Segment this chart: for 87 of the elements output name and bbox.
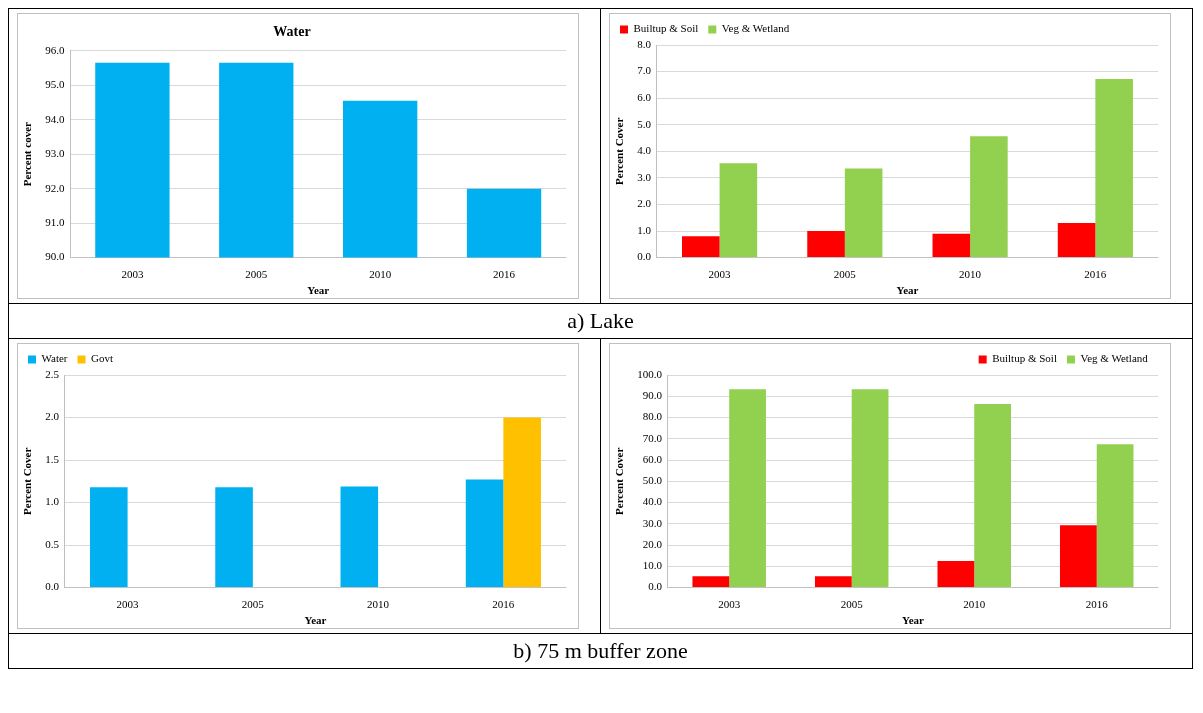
y-tick-label: 6.0 — [637, 91, 652, 104]
y-axis-title: Percent Cover — [613, 447, 626, 515]
x-axis-title: Year — [307, 284, 330, 297]
y-tick-label: 92.0 — [45, 181, 65, 194]
bar — [1059, 525, 1097, 588]
x-axis-title: Year — [304, 614, 327, 627]
bar — [90, 487, 128, 588]
y-tick-label: 2.0 — [45, 410, 60, 423]
x-tick-label: 2005 — [833, 268, 857, 281]
y-tick-label: 1.0 — [45, 495, 60, 508]
chart-title: Water — [273, 24, 311, 40]
y-tick-label: 7.0 — [637, 64, 652, 77]
bar — [974, 403, 1011, 588]
x-axis-title: Year — [896, 284, 919, 297]
y-tick-label: 8.0 — [637, 37, 652, 50]
x-tick-label: 2016 — [492, 598, 515, 611]
y-tick-label: 90.0 — [45, 250, 65, 263]
bar — [503, 417, 541, 588]
y-tick-label: 90.0 — [642, 389, 663, 402]
legend-label: Govt — [90, 352, 113, 365]
x-tick-label: 2016 — [1085, 598, 1109, 611]
text: a) Lake — [567, 308, 634, 333]
y-tick-label: 50.0 — [642, 474, 663, 487]
bar — [937, 561, 975, 588]
y-tick-label: 96.0 — [45, 43, 65, 56]
y-tick-label: 80.0 — [642, 410, 663, 423]
bar — [932, 233, 971, 258]
y-axis-title: Percent Cover — [613, 117, 626, 185]
bar — [970, 136, 1008, 258]
bar — [814, 576, 852, 588]
x-tick-label: 2016 — [493, 268, 516, 281]
y-tick-label: 4.0 — [637, 144, 652, 157]
y-tick-label: 70.0 — [642, 431, 663, 444]
bar — [682, 236, 720, 258]
bar — [844, 168, 883, 258]
y-tick-label: 0.0 — [648, 580, 663, 593]
y-tick-label: 1.0 — [637, 223, 652, 236]
bar — [719, 163, 758, 258]
y-tick-label: 5.0 — [637, 117, 652, 130]
y-tick-label: 2.0 — [637, 197, 652, 210]
y-tick-label: 93.0 — [45, 147, 65, 160]
legend-label: Builtup & Soil — [633, 22, 699, 35]
bar — [692, 576, 730, 588]
x-tick-label: 2010 — [963, 598, 986, 611]
y-tick-label: 0.0 — [637, 250, 652, 263]
legend-label: Water — [41, 352, 68, 365]
x-tick-label: 2005 — [840, 598, 864, 611]
bar — [1095, 79, 1133, 258]
bar — [215, 487, 253, 588]
y-tick-label: 60.0 — [642, 452, 663, 465]
bar — [1057, 223, 1096, 258]
y-axis-title: Percent cover — [21, 121, 34, 187]
x-tick-label: 2010 — [959, 268, 982, 281]
bar — [465, 479, 504, 588]
legend-label: Builtup & Soil — [992, 352, 1057, 365]
x-tick-label: 2005 — [241, 598, 265, 611]
bar — [340, 486, 379, 588]
y-tick-label: 95.0 — [45, 78, 65, 91]
y-tick-label: 100.0 — [637, 367, 663, 380]
y-tick-label: 1.5 — [45, 452, 60, 465]
x-tick-label: 2010 — [369, 268, 392, 281]
legend-label: Veg & Wetland — [721, 22, 790, 35]
y-tick-label: 94.0 — [45, 112, 65, 125]
y-tick-label: 3.0 — [637, 170, 652, 183]
x-tick-label: 2010 — [367, 598, 390, 611]
y-tick-label: 0.0 — [45, 580, 60, 593]
y-tick-label: 10.0 — [642, 559, 663, 572]
y-tick-label: 2.5 — [45, 367, 60, 380]
x-tick-label: 2003 — [708, 268, 732, 281]
bar — [807, 231, 845, 258]
x-tick-label: 2005 — [245, 268, 268, 281]
y-tick-label: 0.5 — [45, 537, 60, 550]
bar — [851, 389, 889, 588]
x-tick-label: 2003 — [116, 598, 140, 611]
y-tick-label: 91.0 — [45, 216, 65, 229]
y-tick-label: 30.0 — [642, 516, 663, 529]
x-tick-label: 2003 — [121, 268, 144, 281]
bar — [1096, 444, 1134, 588]
bar — [729, 389, 766, 588]
y-axis-title: Percent Cover — [21, 447, 34, 515]
x-tick-label: 2016 — [1084, 268, 1107, 281]
x-axis-title: Year — [901, 614, 925, 627]
y-tick-label: 40.0 — [642, 495, 663, 508]
text: b) 75 m buffer zone — [513, 638, 688, 663]
y-tick-label: 20.0 — [642, 537, 663, 550]
x-tick-label: 2003 — [718, 598, 741, 611]
legend-label: Veg & Wetland — [1080, 352, 1149, 365]
